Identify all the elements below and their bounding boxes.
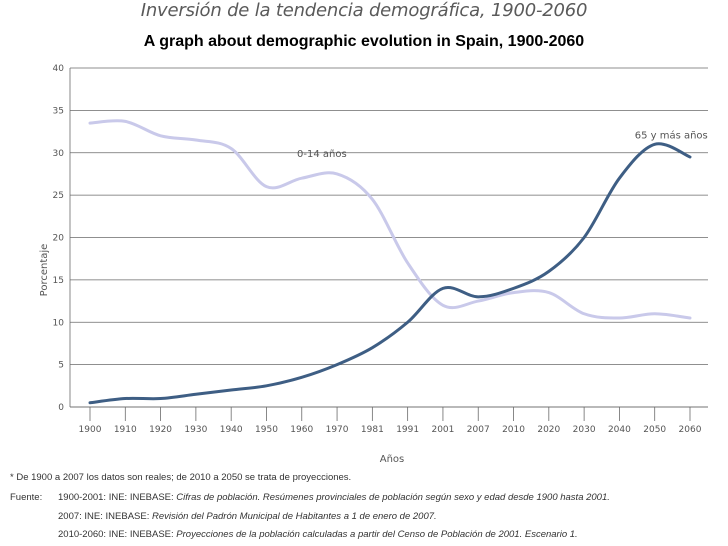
y-tick-label: 5 (58, 361, 64, 371)
y-tick-label: 0 (58, 403, 64, 413)
source-2-title: Revisión del Padrón Municipal de Habitan… (152, 511, 437, 522)
x-tick-label: 2060 (679, 425, 702, 435)
x-tick-label: 1930 (184, 425, 207, 435)
y-tick-label: 15 (53, 276, 64, 286)
y-tick-labels: 0 5 10 15 20 25 30 35 40 (53, 64, 65, 413)
series-line-elderly (88, 142, 692, 405)
x-tick-label: 2020 (537, 425, 560, 435)
chart-subtitle: A graph about demographic evolution in S… (143, 33, 585, 50)
x-tick-label: 1900 (79, 425, 102, 435)
y-tick-label: 10 (53, 318, 65, 328)
x-tick-label: 1981 (361, 425, 384, 435)
x-tick-label: 1970 (326, 425, 349, 435)
y-tick-label: 30 (53, 149, 65, 159)
x-tick-label: 2030 (573, 425, 596, 435)
source-3-title: Proyecciones de la población calculadas … (176, 529, 578, 540)
x-tick-label: 1940 (220, 425, 243, 435)
gridlines (69, 67, 708, 408)
series-label-elderly: 65 y más años (635, 129, 708, 141)
x-tick-label: 2040 (608, 425, 631, 435)
y-tick-label: 25 (53, 191, 64, 201)
x-tick-label: 2050 (643, 425, 666, 435)
x-tick-label: 2001 (431, 425, 454, 435)
source-label: Fuente: (10, 492, 43, 503)
x-tick-labels: 1900 1910 1920 1930 1940 1950 1960 1970 1981 1991… (79, 407, 702, 435)
source-3-prefix: 2010-2060: INE: INEBASE: (58, 529, 177, 540)
y-tick-label: 20 (53, 234, 65, 244)
y-tick-label: 40 (53, 64, 65, 74)
x-axis-label: Años (380, 454, 405, 465)
x-tick-label: 1960 (290, 425, 313, 435)
series-line-children (88, 119, 692, 320)
x-tick-label: 1920 (149, 425, 172, 435)
x-tick-label: 2010 (502, 425, 525, 435)
series-labels: 0-14 años 65 y más años (297, 129, 708, 160)
source-line-2: 2007: INE: INEBASE: Revisión del Padrón … (58, 511, 437, 522)
x-tick-label: 1950 (255, 425, 278, 435)
x-tick-label: 1910 (114, 425, 137, 435)
source-line-3: 2010-2060: INE: INEBASE: Proyecciones de… (58, 529, 578, 540)
y-axis-label: Porcentaje (39, 244, 50, 297)
source-1-title: Cifras de población. Resúmenes provincia… (176, 492, 610, 503)
series-label-children: 0-14 años (297, 149, 347, 160)
x-tick-label: 1991 (396, 425, 419, 435)
source-2-prefix: 2007: INE: INEBASE: (58, 511, 152, 522)
source-1-prefix: 1900-2001: INE: INEBASE: (58, 492, 177, 503)
chart-title: Inversión de la tendencia demográfica, 1… (140, 0, 588, 21)
source-line-1: Fuente: 1900-2001: INE: INEBASE: Cifras d… (10, 492, 610, 503)
data-note: * De 1900 a 2007 los datos son reales; d… (10, 472, 352, 483)
x-tick-label: 2007 (467, 425, 490, 435)
y-tick-label: 35 (53, 106, 64, 116)
series-lines (88, 119, 692, 405)
